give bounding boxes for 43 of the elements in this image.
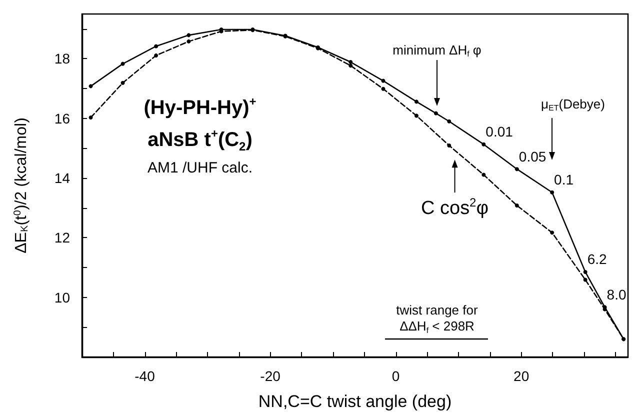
point bbox=[348, 60, 353, 64]
annotation: 8.0 bbox=[606, 286, 626, 302]
x-tick-label: -40 bbox=[134, 368, 156, 384]
point bbox=[550, 190, 554, 194]
point bbox=[154, 44, 158, 48]
point bbox=[381, 86, 386, 91]
point bbox=[482, 142, 486, 146]
point bbox=[88, 115, 93, 120]
point bbox=[88, 84, 93, 88]
point bbox=[348, 64, 353, 68]
y-tick-label: 12 bbox=[54, 230, 70, 246]
annotation: AM1 /UHF calc. bbox=[147, 160, 253, 176]
point bbox=[447, 144, 452, 148]
annotation: (Hy-PH-Hy)+ bbox=[144, 94, 256, 119]
point bbox=[414, 114, 419, 118]
point bbox=[186, 33, 191, 38]
point bbox=[482, 172, 486, 177]
point bbox=[381, 78, 386, 83]
point bbox=[414, 100, 419, 104]
point bbox=[514, 203, 519, 208]
y-axis-title: ΔEK(t0)/2 (kcal/mol) bbox=[12, 118, 30, 254]
point bbox=[447, 119, 452, 124]
point bbox=[434, 111, 438, 116]
y-tick-label: 16 bbox=[54, 110, 70, 126]
y-tick-label: 18 bbox=[54, 50, 70, 67]
point bbox=[514, 167, 519, 172]
point bbox=[120, 80, 125, 85]
y-tick-label: 10 bbox=[54, 289, 70, 306]
x-tick-label: 0 bbox=[392, 368, 400, 384]
point bbox=[583, 278, 588, 282]
annotation: 0.05 bbox=[518, 148, 546, 164]
annotation: 0.1 bbox=[554, 172, 574, 188]
point bbox=[154, 53, 158, 58]
x-tick-label: -20 bbox=[260, 368, 281, 384]
point bbox=[583, 270, 588, 274]
point bbox=[550, 230, 554, 235]
point bbox=[120, 62, 125, 66]
annotation: 6.2 bbox=[587, 251, 607, 268]
annotation: 0.01 bbox=[486, 124, 514, 140]
x-axis-title: NN,C=C twist angle (deg) bbox=[258, 392, 452, 411]
y-tick-label: 14 bbox=[54, 170, 70, 186]
x-tick-label: 20 bbox=[514, 368, 530, 384]
point bbox=[186, 39, 191, 44]
